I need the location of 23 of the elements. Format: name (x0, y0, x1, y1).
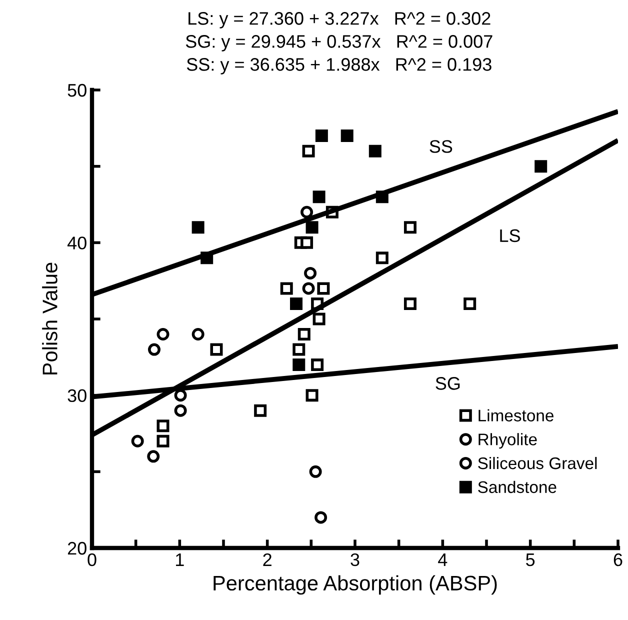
x-tick-label: 4 (438, 554, 448, 566)
x-tick-label: 3 (350, 553, 360, 566)
y-tick-label: 20 (68, 542, 86, 555)
series-label: SS (430, 140, 452, 153)
text: SS: y = 36.635 + 1.988x R^2 = 0.193 (186, 58, 492, 74)
y-axis-title: Polish Value (42, 262, 58, 374)
x-axis-title: Percentage Absorption (ABSP) (214, 575, 497, 595)
legend-label: Limestone (478, 409, 554, 422)
y-tick-label: 30 (68, 389, 86, 402)
x-tick-label: 2 (263, 553, 272, 566)
x-tick-label: 6 (614, 553, 622, 566)
x-tick-label: 1 (176, 554, 184, 566)
text: SG: y = 29.945 + 0.537x R^2 = 0.007 (186, 35, 492, 52)
y-tick-label: 40 (67, 236, 86, 250)
legend-label: Rhyolite (478, 433, 537, 449)
series-label: LS (500, 229, 520, 242)
y-tick-label: 50 (68, 84, 86, 97)
x-tick-label: 0 (88, 553, 96, 566)
x-tick-label: 5 (526, 554, 535, 566)
series-label: SG (436, 377, 460, 390)
legend-label: Siliceous Gravel (478, 456, 597, 470)
legend-label: Sandstone (478, 480, 556, 494)
text: LS: y = 27.360 + 3.227x R^2 = 0.302 (188, 12, 490, 28)
